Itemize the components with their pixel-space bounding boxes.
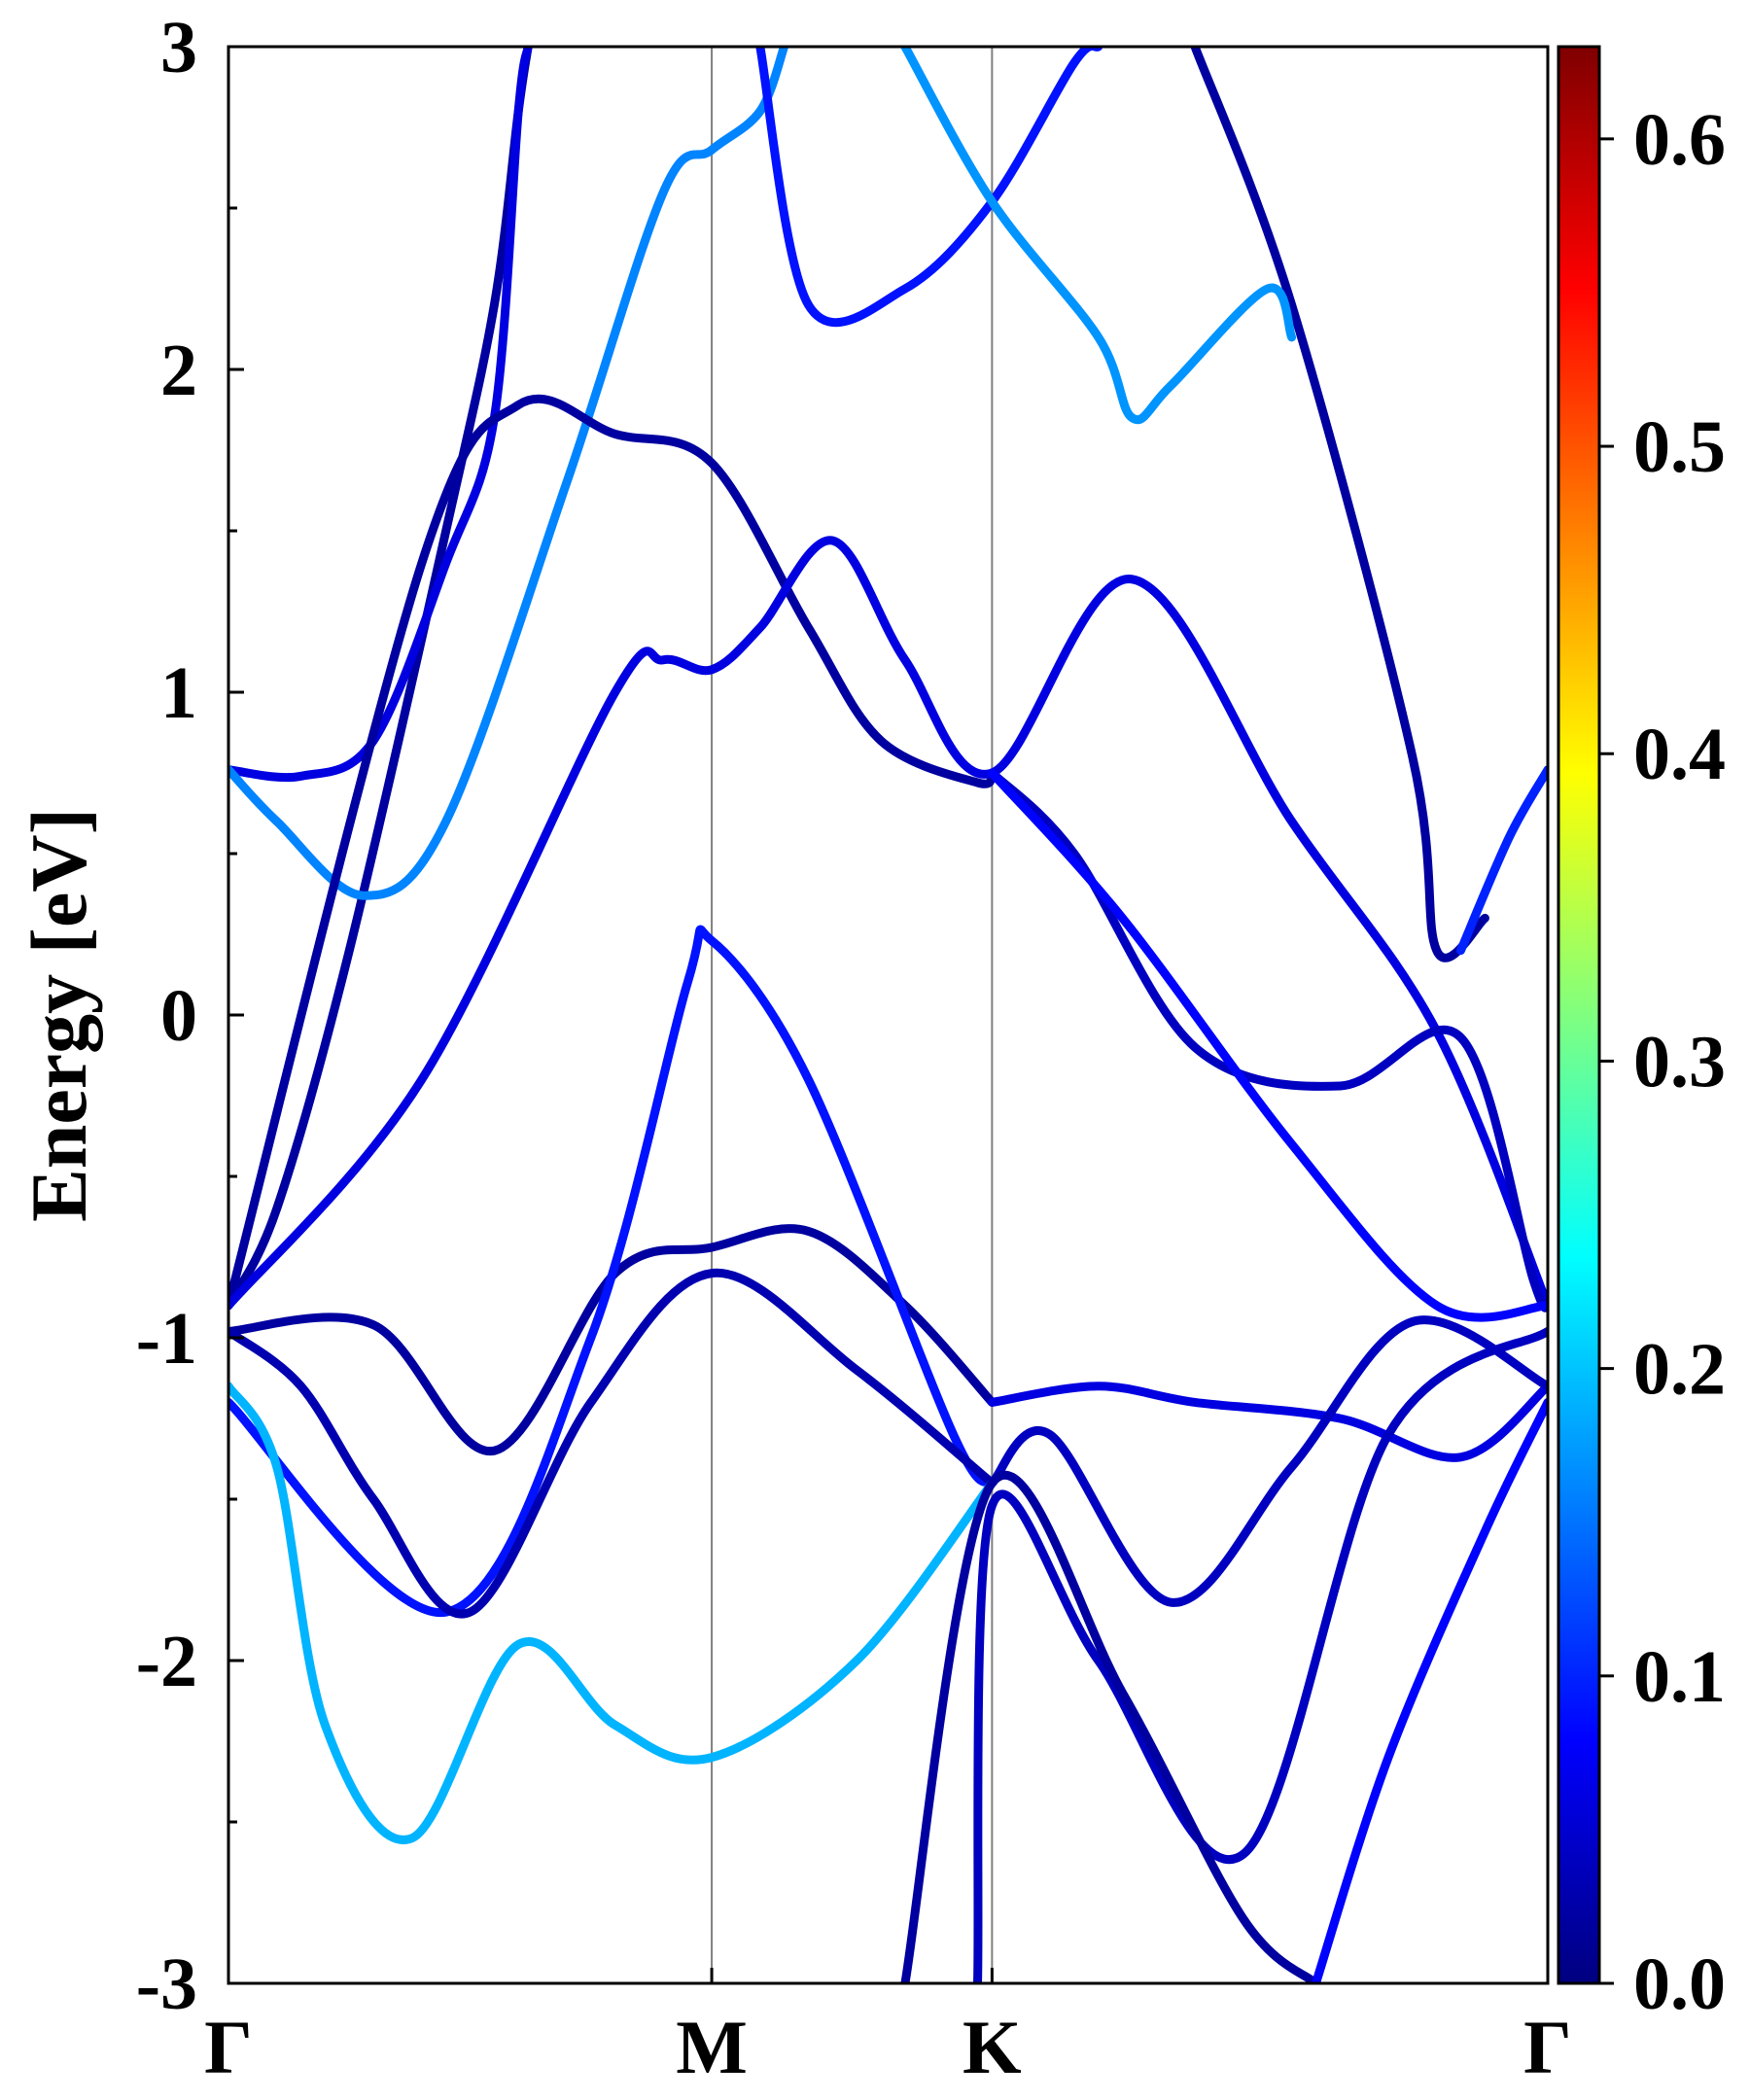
band-line-8 bbox=[228, 1224, 997, 1455]
x-tick-label: Γ bbox=[204, 2005, 253, 2089]
y-tick-label: -1 bbox=[136, 1298, 197, 1380]
band-line-19 bbox=[900, 47, 1297, 425]
band-line-10 bbox=[228, 1269, 997, 1619]
band-line-6 bbox=[987, 768, 1548, 1312]
band-line-14 bbox=[973, 1326, 1548, 1983]
x-tick-label: M bbox=[676, 2005, 748, 2089]
y-axis-label: Energy [eV] bbox=[15, 808, 103, 1222]
colorbar-tick-label: 0.5 bbox=[1633, 406, 1726, 488]
colorbar-tick-label: 0.4 bbox=[1633, 714, 1726, 795]
band-line-9 bbox=[228, 925, 997, 1617]
band-line-13 bbox=[987, 1315, 1548, 1607]
x-tick-label: Γ bbox=[1523, 2005, 1572, 2089]
band-lines bbox=[228, 47, 1548, 1983]
band-line-7 bbox=[987, 768, 1548, 1322]
x-tick-label: K bbox=[962, 2005, 1022, 2089]
y-tick-label: -3 bbox=[136, 1943, 197, 2025]
colorbar-tick-label: 0.1 bbox=[1633, 1636, 1726, 1718]
band-line-16 bbox=[1311, 1397, 1548, 1983]
colorbar-tick-label: 0.2 bbox=[1633, 1329, 1726, 1411]
colorbar-tick-label: 0.0 bbox=[1633, 1943, 1726, 2025]
y-tick-label: 0 bbox=[160, 975, 197, 1057]
y-tick-label: 1 bbox=[160, 652, 197, 734]
band-line-3 bbox=[228, 47, 789, 900]
plot-frame bbox=[227, 45, 1550, 1985]
band-line-18 bbox=[755, 47, 1103, 328]
band-line-15 bbox=[900, 1470, 1320, 1983]
k-point-gridlines bbox=[711, 47, 994, 1983]
band-line-4 bbox=[228, 394, 997, 1311]
colorbar-ticks: 0.0 0.1 0.2 0.3 0.4 0.5 0.6 bbox=[1599, 99, 1726, 2025]
band-line-20 bbox=[1456, 765, 1548, 956]
band-line-11 bbox=[228, 1382, 997, 1844]
band-line-5 bbox=[228, 536, 1548, 1311]
colorbar-tick-label: 0.3 bbox=[1633, 1021, 1726, 1102]
colorbar bbox=[1557, 45, 1601, 1985]
colorbar-tick-label: 0.6 bbox=[1633, 99, 1726, 181]
y-tick-label: 3 bbox=[160, 7, 197, 88]
y-tick-label: 2 bbox=[160, 330, 197, 411]
y-tick-label: -2 bbox=[136, 1621, 197, 1702]
band-line-17 bbox=[1190, 47, 1489, 962]
y-axis-ticks: -3 -2 -1 0 1 2 3 bbox=[136, 7, 244, 2025]
band-line-2 bbox=[228, 47, 533, 783]
band-line-12 bbox=[987, 1382, 1548, 1462]
